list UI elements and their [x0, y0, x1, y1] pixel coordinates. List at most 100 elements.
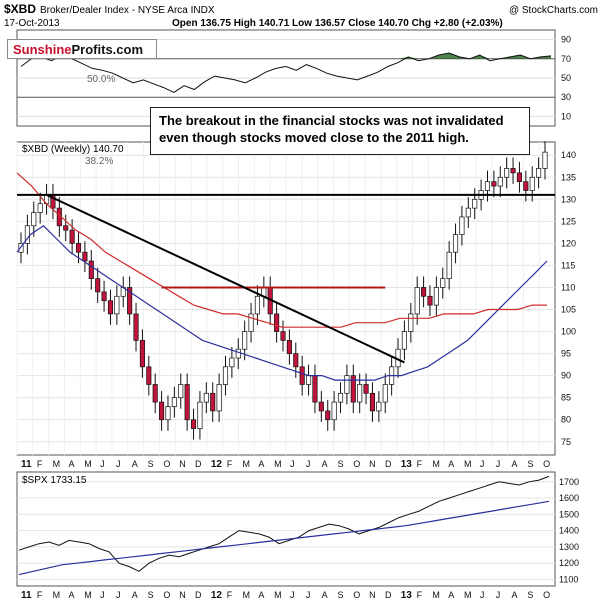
rsi-tick-label: 50 [561, 73, 571, 83]
spx-x-tick-label: 12 [211, 590, 223, 601]
main-x-tick-label: J [496, 459, 501, 469]
candle-up [229, 357, 235, 368]
candle-up [440, 278, 446, 288]
candle-down [152, 384, 158, 403]
spx-x-tick-label: A [448, 590, 454, 600]
spx-x-tick-label: A [258, 590, 264, 600]
main-x-tick-label: A [448, 459, 454, 469]
spx-x-tick-label: M [84, 590, 92, 600]
spx-x-tick-label: M [243, 590, 251, 600]
spx-x-tick-label: S [148, 590, 154, 600]
candle-down [190, 419, 197, 429]
candle-up [165, 406, 171, 421]
main-x-tick-label: S [527, 459, 533, 469]
spx-x-tick-label: S [337, 590, 343, 600]
logo-part-profits: Profits.com [71, 42, 144, 57]
candle-down [369, 392, 376, 412]
spx-x-tick-label: O [353, 590, 360, 600]
rsi-overbought-fill [21, 53, 551, 59]
candle-up [414, 287, 420, 315]
month-labels-main: 11 F M A M J J A S O N D 12 F M A M J J A S O N D 13 F M A M J J A S O [21, 459, 550, 470]
candle-up [484, 181, 491, 191]
candle-up [433, 287, 439, 306]
spx-x-tick-label: J [306, 590, 311, 600]
main-x-tick-label: A [68, 459, 74, 469]
spx-x-tick-label: A [68, 590, 74, 600]
candle-down [184, 384, 190, 421]
spx-ma-line [18, 500, 550, 576]
candle-down [133, 313, 139, 341]
spx-x-tick-label: J [496, 590, 501, 600]
spx-x-tick-label: F [37, 590, 43, 600]
candle-up [472, 198, 478, 209]
main-x-tick-label: 12 [211, 459, 223, 470]
main-x-tick-label: J [116, 459, 121, 469]
spx-x-tick-label: M [53, 590, 61, 600]
main-tick-label: 130 [561, 194, 576, 204]
spx-x-tick-label: D [195, 590, 202, 600]
candle-up [497, 176, 503, 187]
spx-panel-title: $SPX 1733.15 [22, 475, 87, 486]
main-x-tick-label: M [53, 459, 61, 469]
candle-down [75, 243, 82, 253]
main-tick-label: 135 [561, 172, 576, 182]
main-x-tick-label: F [417, 459, 423, 469]
spx-x-tick-label: J [290, 590, 295, 600]
candle-up [382, 384, 388, 403]
candle-up [216, 384, 222, 412]
candle-up [542, 151, 548, 169]
candle-up [408, 313, 414, 332]
spx-x-tick-label: D [385, 590, 392, 600]
spx-x-tick-label: N [369, 590, 376, 600]
main-tick-label: 105 [561, 305, 576, 315]
spx-x-tick-label: 13 [401, 590, 413, 601]
candle-up [344, 375, 350, 394]
index-name: Broker/Dealer Index - NYSE Arca INDX [40, 5, 215, 16]
spx-x-tick-label: S [527, 590, 533, 600]
spx-tick-label: 1400 [559, 526, 579, 536]
main-x-tick-label: D [195, 459, 202, 469]
candle-up [536, 168, 542, 178]
spx-x-tick-label: M [464, 590, 472, 600]
spx-x-tick-label: M [432, 590, 440, 600]
spx-x-tick-label: J [100, 590, 105, 600]
candle-up [446, 251, 452, 280]
candle-down [325, 410, 331, 421]
candle-up [31, 212, 37, 227]
spx-x-tick-label: M [274, 590, 282, 600]
candle-down [88, 260, 94, 280]
downtrend-line [46, 193, 405, 364]
spx-tick-label: 1700 [559, 477, 579, 487]
main-x-tick-label: D [385, 459, 392, 469]
main-x-tick-label: S [148, 459, 154, 469]
rsi-tick-label: 90 [561, 35, 571, 45]
spx-x-tick-label: J [480, 590, 485, 600]
candle-up [337, 392, 344, 403]
candle-up [242, 331, 248, 350]
main-x-tick-label: M [243, 459, 251, 469]
main-x-tick-label: 13 [401, 459, 413, 470]
candle-up [306, 375, 312, 385]
main-layer: 75 80 85 90 95 100 105 110 115 120 125 130 135 140 [16, 141, 576, 455]
main-x-tick-label: M [274, 459, 282, 469]
logo-part-sunshine: Sunshine [13, 42, 72, 57]
main-x-tick-label: O [353, 459, 360, 469]
month-labels-spx: 11 F M A M J J A S O N D 12 F M A M J J A S O N D 13 F M A M J J A S O [21, 590, 550, 601]
candle-down [274, 313, 280, 332]
main-x-tick-label: O [543, 459, 550, 469]
candle-down [491, 181, 497, 187]
main-panel-title: $XBD (Weekly) 140.70 [22, 144, 124, 155]
candle-up [178, 384, 184, 399]
ma50-line [16, 225, 548, 381]
candle-down [210, 392, 216, 412]
rsi-tick-label: 30 [561, 92, 571, 102]
spx-x-tick-label: A [322, 590, 328, 600]
fib-label-50: 50.0% [87, 74, 115, 85]
candle-up [452, 234, 459, 253]
candle-down [146, 366, 152, 385]
candle-down [280, 331, 286, 341]
candle-up [254, 295, 260, 315]
main-tick-label: 125 [561, 216, 576, 226]
spx-x-tick-label: N [179, 590, 186, 600]
